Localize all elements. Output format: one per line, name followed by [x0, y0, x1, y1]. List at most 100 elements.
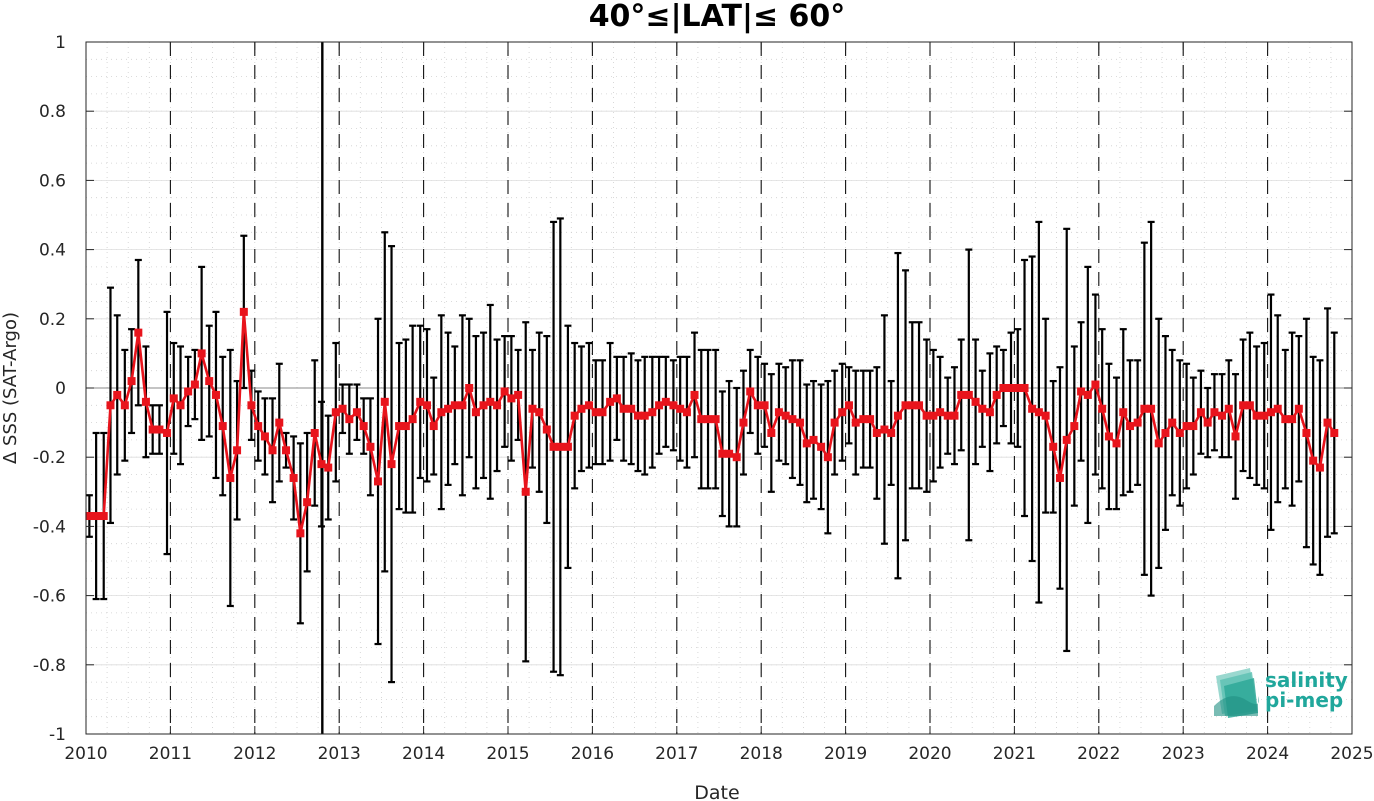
data-point [556, 442, 565, 451]
data-point [486, 397, 495, 406]
data-point [310, 428, 319, 437]
data-point [542, 425, 551, 434]
data-point [880, 425, 889, 434]
data-point [739, 418, 748, 427]
data-point [612, 394, 621, 403]
data-point [303, 498, 312, 507]
data-point [155, 425, 164, 434]
data-point [134, 328, 143, 337]
data-point [1260, 411, 1269, 420]
data-point [1231, 432, 1240, 441]
data-point [1203, 418, 1212, 427]
data-point [633, 411, 642, 420]
data-point [1147, 404, 1156, 413]
data-point [1323, 418, 1332, 427]
data-point [704, 415, 713, 424]
y-tick-label: -0.2 [33, 448, 66, 468]
chart-title: 40°≤|LAT|≤ 60° [589, 0, 846, 34]
data-point [500, 387, 509, 396]
data-point [1245, 401, 1254, 410]
axis-ticks [85, 41, 1353, 735]
data-point [978, 404, 987, 413]
data-point [113, 390, 122, 399]
y-axis-label: Δ SSS (SAT-Argo) [0, 312, 21, 464]
y-tick-label: -0.6 [33, 587, 66, 607]
data-point [859, 415, 868, 424]
data-point [239, 307, 248, 316]
x-tick-label: 2023 [1162, 744, 1205, 764]
data-point [922, 411, 931, 420]
data-point [767, 428, 776, 437]
data-point [479, 401, 488, 410]
data-point [788, 415, 797, 424]
data-point [338, 404, 347, 413]
data-point [493, 401, 502, 410]
data-point [682, 408, 691, 417]
data-point [1055, 473, 1064, 482]
data-point [1133, 418, 1142, 427]
data-point [908, 401, 917, 410]
data-point [1252, 411, 1261, 420]
x-tick-label: 2015 [486, 744, 529, 764]
data-point [197, 349, 206, 358]
y-tick-label: 0.6 [39, 171, 66, 191]
data-point [1189, 422, 1198, 431]
data-point [1007, 384, 1016, 392]
x-tick-label: 2016 [571, 744, 614, 764]
data-point [289, 473, 298, 482]
data-point [450, 401, 459, 410]
data-point [1020, 384, 1029, 392]
data-point [1168, 418, 1177, 427]
y-tick-label: -1 [49, 725, 66, 745]
data-point [184, 387, 193, 396]
data-point [176, 401, 185, 410]
data-point [577, 404, 586, 413]
data-point [247, 401, 256, 410]
data-point [127, 377, 136, 386]
data-point [1154, 439, 1163, 448]
data-point [218, 422, 227, 431]
data-point [345, 415, 354, 424]
data-point [317, 460, 326, 469]
data-point [437, 408, 446, 417]
x-tick-label: 2013 [318, 744, 361, 764]
x-axis-label: Date [694, 782, 739, 801]
data-point [901, 401, 910, 410]
data-point [711, 415, 720, 424]
data-point [1281, 415, 1290, 424]
data-point [648, 408, 657, 417]
data-point [1210, 408, 1219, 417]
data-point [374, 477, 383, 486]
x-tick-label: 2010 [64, 744, 107, 764]
data-point [1330, 428, 1339, 437]
data-point [190, 380, 199, 389]
data-point [1119, 408, 1128, 417]
logo-wave-icon [1214, 668, 1259, 718]
data-point [844, 401, 853, 410]
y-tick-label: 1 [55, 33, 66, 53]
data-point [422, 401, 431, 410]
data-point [1302, 428, 1311, 437]
data-point [697, 415, 706, 424]
data-point [120, 401, 129, 410]
data-point [444, 404, 453, 413]
x-tick-label: 2025 [1330, 744, 1373, 764]
data-point [1070, 422, 1079, 431]
data-point [971, 397, 980, 406]
data-point [528, 404, 537, 413]
data-point [85, 512, 94, 521]
data-point [380, 397, 389, 406]
data-point [999, 384, 1008, 392]
x-tick-label: 2014 [402, 744, 445, 764]
data-point [401, 422, 410, 431]
data-point [99, 512, 108, 521]
data-point [1013, 384, 1022, 392]
data-point [992, 390, 1001, 399]
data-point [1175, 428, 1184, 437]
data-point [585, 401, 594, 410]
data-point [507, 394, 516, 403]
x-tick-label: 2019 [824, 744, 867, 764]
data-point [957, 390, 966, 399]
data-point [1112, 439, 1121, 448]
y-tick-label: 0.2 [39, 310, 66, 330]
